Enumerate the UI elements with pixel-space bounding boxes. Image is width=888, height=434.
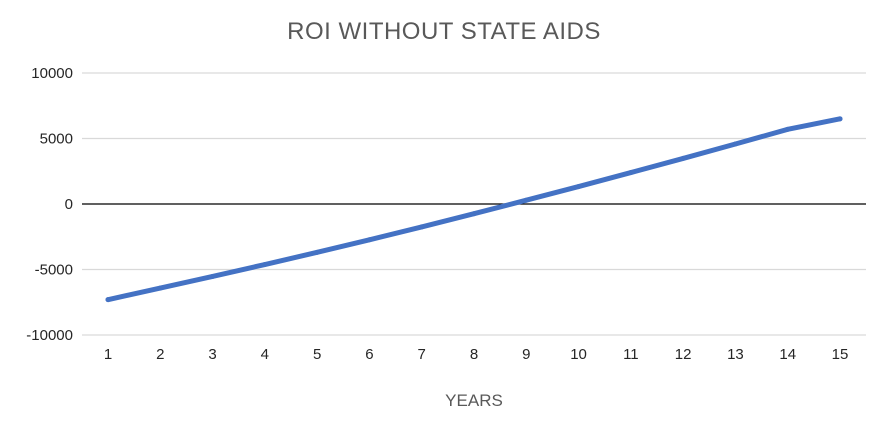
x-axis-label: YEARS: [445, 391, 503, 410]
data-point: [785, 126, 791, 132]
x-tick-label: 5: [313, 346, 321, 363]
data-point: [262, 262, 268, 268]
data-point: [628, 170, 634, 176]
data-point: [523, 197, 529, 203]
x-tick-label: 4: [261, 346, 269, 363]
x-tick-label: 9: [522, 346, 530, 363]
y-tick-label: 0: [65, 196, 73, 213]
series-line: [105, 116, 843, 303]
x-tick-label: 12: [675, 346, 692, 363]
x-tick-label: 2: [156, 346, 164, 363]
x-tick-label: 7: [418, 346, 426, 363]
x-tick-label: 13: [727, 346, 744, 363]
x-tick-label: 11: [623, 346, 639, 363]
data-point: [105, 297, 111, 303]
chart-title: ROI WITHOUT STATE AIDS: [287, 18, 601, 45]
data-point: [366, 237, 372, 243]
x-tick-label: 14: [779, 346, 796, 363]
data-point: [419, 224, 425, 230]
data-point: [680, 155, 686, 161]
data-point: [837, 116, 843, 122]
data-point: [576, 184, 582, 190]
x-tick-label: 15: [832, 346, 849, 363]
data-point: [314, 249, 320, 255]
data-point: [471, 211, 477, 217]
x-tick-label: 3: [208, 346, 216, 363]
data-point: [210, 273, 216, 279]
x-tick-label: 8: [470, 346, 478, 363]
y-tick-label: -10000: [26, 327, 73, 344]
x-tick-label: 10: [570, 346, 587, 363]
x-tick-label: 6: [365, 346, 373, 363]
y-tick-label: 5000: [40, 131, 73, 148]
data-point: [732, 141, 738, 147]
x-tick-label: 1: [104, 346, 112, 363]
y-tick-label: -5000: [35, 262, 73, 279]
y-tick-label: 10000: [31, 65, 73, 82]
data-point: [157, 285, 163, 291]
